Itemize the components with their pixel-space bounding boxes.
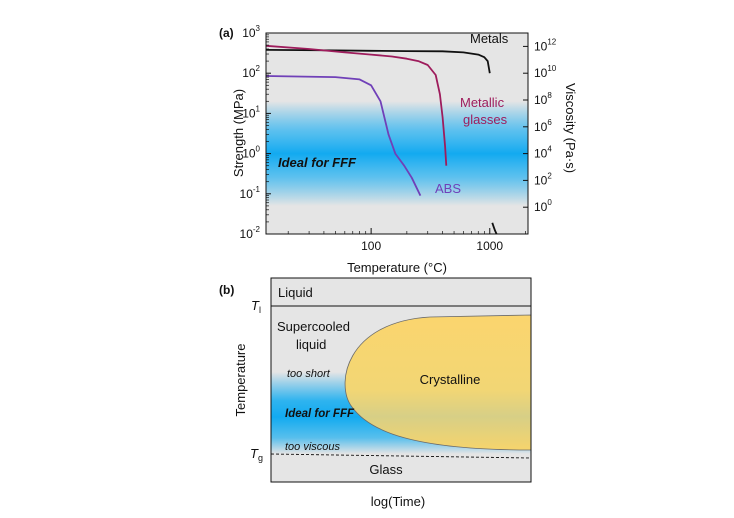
y-tick-label-0: 10-2 (240, 225, 261, 241)
series-line-2 (266, 44, 448, 166)
glass-transition-line (270, 453, 532, 459)
panel-b-x-title: log(Time) (371, 494, 425, 509)
series-line-3 (266, 75, 422, 196)
y-tick-label-3: 101 (242, 104, 260, 120)
y-axis-title: Strength (MPa) (231, 89, 246, 177)
region-ideal-fff: Ideal for FFF (285, 408, 355, 420)
annotation-too-viscous: too viscous (285, 441, 341, 453)
series-line-1 (491, 222, 498, 234)
panel-a: (a) Ideal for FFF 10-2 10-1 100 101 102 103 1… (219, 24, 578, 275)
panel-b-frame (270, 277, 532, 483)
y2-tick-label-2: 104 (534, 145, 552, 161)
y-tick-label-4: 102 (242, 64, 260, 80)
series-label-metals: Metals (470, 31, 509, 46)
y2-tick-label-1: 102 (534, 171, 552, 187)
tg-label: Tg (250, 446, 263, 463)
series-group (266, 44, 498, 234)
x-axis-ticks: 100 1000 (287, 228, 526, 253)
y2-axis-title: Viscosity (Pa·s) (563, 83, 578, 173)
y-axis-ticks: 10-2 10-1 100 101 102 103 (240, 24, 271, 241)
y2-axis-ticks: 100 102 104 106 108 1010 1012 (523, 37, 557, 214)
x-tick-label-0: 100 (361, 239, 381, 253)
y2-tick-label-5: 1010 (534, 64, 557, 80)
fff-band (266, 101, 528, 206)
y2-tick-label-4: 108 (534, 91, 552, 107)
crystalline-region (344, 314, 532, 451)
y2-tick-label-3: 106 (534, 118, 552, 134)
panel-b-label: (b) (219, 283, 234, 297)
y-tick-label-1: 10-1 (240, 185, 261, 201)
y-tick-label-2: 100 (242, 145, 260, 161)
panel-a-label: (a) (219, 26, 234, 40)
region-supercooled-line2: liquid (296, 337, 326, 352)
series-label-metallic-glasses-line2: glasses (463, 112, 508, 127)
series-line-0 (266, 49, 491, 74)
x-tick-label-1: 1000 (476, 239, 503, 253)
panel-b: (b) Liquid Supercooled liquid Crystallin… (219, 277, 532, 509)
band-label: Ideal for FFF (278, 155, 357, 170)
annotation-too-short: too short (287, 368, 331, 380)
series-label-abs: ABS (435, 181, 461, 196)
tl-label: Tl (251, 298, 261, 315)
panel-a-frame (265, 32, 529, 235)
region-glass: Glass (369, 462, 403, 477)
x-axis-title: Temperature (°C) (347, 260, 447, 275)
region-crystalline: Crystalline (420, 372, 481, 387)
series-label-metallic-glasses-line1: Metallic (460, 95, 505, 110)
y-tick-label-5: 103 (242, 24, 260, 40)
y2-tick-label-0: 100 (534, 198, 552, 214)
region-supercooled-line1: Supercooled (277, 319, 350, 334)
panel-b-y-title: Temperature (233, 344, 248, 417)
region-liquid: Liquid (278, 285, 313, 300)
y2-tick-label-6: 1012 (534, 37, 557, 53)
